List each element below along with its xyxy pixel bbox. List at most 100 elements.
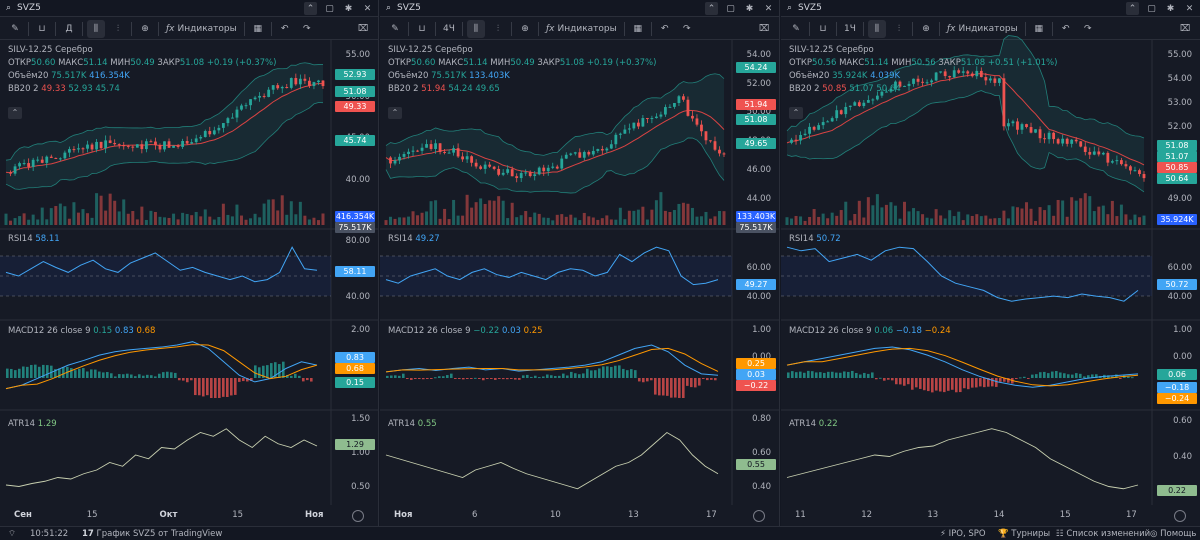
candle-body: [957, 70, 961, 73]
macd-histogram-bar: [202, 378, 205, 397]
settings-icon[interactable]: ✱: [344, 3, 353, 14]
volume-bar: [569, 214, 573, 225]
macd-histogram-bar: [590, 370, 593, 378]
volume-bar: [668, 212, 672, 225]
chart-canvas[interactable]: [380, 0, 780, 505]
layout-grid-icon[interactable]: ▦: [253, 23, 262, 34]
axis-settings-icon[interactable]: [352, 510, 364, 522]
collapse-legend-button[interactable]: ⌃: [8, 107, 22, 119]
chart-type-icon[interactable]: ⫶: [496, 23, 500, 34]
symbol-label[interactable]: SVZ5: [17, 3, 41, 13]
macd-histogram-bar: [1119, 378, 1122, 379]
redo-icon[interactable]: ↷: [1083, 23, 1092, 34]
layout-grid-icon[interactable]: ▦: [1034, 23, 1043, 34]
camera-icon[interactable]: ⌧: [758, 23, 770, 34]
volume-bar: [31, 214, 35, 225]
cart-icon[interactable]: ⊔: [418, 23, 426, 34]
draw-pencil-icon[interactable]: ✎: [391, 23, 399, 34]
changelog-link[interactable]: ☷ Список изменений: [1056, 529, 1151, 539]
macd-histogram-bar: [530, 376, 533, 378]
search-icon[interactable]: ⌕: [6, 3, 12, 13]
cart-icon[interactable]: ⊔: [819, 23, 827, 34]
volume-bar: [871, 205, 875, 225]
time-axis[interactable]: 11 12 13 14 15 17: [781, 505, 1200, 525]
redo-icon[interactable]: ↷: [302, 23, 311, 34]
candles-icon[interactable]: ⫼: [868, 19, 886, 38]
camera-icon[interactable]: ⌧: [357, 23, 369, 34]
symbol-label[interactable]: SVZ5: [397, 3, 421, 13]
draw-pencil-icon[interactable]: ✎: [792, 23, 800, 34]
chart-canvas[interactable]: [0, 0, 379, 505]
macd-histogram-bar: [847, 371, 850, 378]
indicators-button[interactable]: ƒx Индикаторы: [166, 23, 237, 34]
close-icon[interactable]: ✕: [363, 3, 372, 14]
close-icon[interactable]: ✕: [764, 3, 773, 14]
axis-settings-icon[interactable]: [1174, 510, 1186, 522]
candle-body: [317, 80, 320, 83]
macd-histogram-bar: [286, 374, 289, 378]
macd-histogram-bar: [134, 376, 137, 378]
collapse-icon[interactable]: ⌃: [705, 2, 718, 15]
candles-icon[interactable]: ⫼: [87, 19, 105, 38]
add-compare-icon[interactable]: ⊕: [922, 23, 930, 34]
layout-grid-icon[interactable]: ▦: [633, 23, 642, 34]
help-link[interactable]: ◎ Помощь: [1150, 529, 1197, 539]
chart-type-icon[interactable]: ⫶: [897, 23, 901, 34]
indicators-button[interactable]: ƒx Индикаторы: [947, 23, 1018, 34]
price-axis[interactable]: 55.0050.0045.0040.0035.0052.9351.0849.33…: [332, 0, 378, 505]
maximize-icon[interactable]: ▢: [726, 3, 735, 14]
collapse-legend-button[interactable]: ⌃: [789, 107, 803, 119]
macd-tick: 2.00: [351, 325, 370, 335]
price-axis[interactable]: 54.0052.0050.0048.0046.0044.0054.2451.94…: [733, 0, 779, 505]
undo-icon[interactable]: ↶: [660, 23, 669, 34]
chart-canvas[interactable]: [781, 0, 1200, 505]
draw-pencil-icon[interactable]: ✎: [11, 23, 19, 34]
tradingview-link[interactable]: 17 График SVZ5 от TradingView: [82, 529, 223, 539]
time-axis[interactable]: Ноя 6 10 13 17: [380, 505, 779, 525]
interval-button[interactable]: 4Ч: [443, 23, 455, 34]
volume-bar: [519, 215, 523, 225]
volume-bar: [262, 203, 266, 225]
camera-icon[interactable]: ⌧: [1179, 23, 1191, 34]
indicators-button[interactable]: ƒx Индикаторы: [546, 23, 617, 34]
undo-icon[interactable]: ↶: [1061, 23, 1070, 34]
collapse-icon[interactable]: ⌃: [1126, 2, 1139, 15]
chart-type-icon[interactable]: ⫶: [116, 23, 120, 34]
candle-body: [709, 140, 712, 142]
price-axis[interactable]: 55.0054.0053.0052.0051.0050.0049.0051.08…: [1154, 0, 1200, 505]
close-icon[interactable]: ✕: [1185, 3, 1194, 14]
candle-body: [578, 152, 582, 158]
chart-panel-1: ⌕ SVZ5 ⌃ ▢ ✱ ✕ ✎ ⊔ Д ⫼ ⫶ ⊕ ƒx Индикаторы ▦ ↶ ↷ ⌧ SILV-12.2…: [0, 0, 379, 526]
symbol-label[interactable]: SVZ5: [798, 3, 822, 13]
volume-bar: [902, 201, 906, 225]
bollinger-lower-line: [786, 90, 1145, 193]
settings-icon[interactable]: ✱: [745, 3, 754, 14]
candle-body: [27, 163, 31, 167]
macd-legend: MACD12 26 close 9 −0.22 0.03 0.25: [388, 326, 543, 336]
volume-bar: [515, 217, 519, 225]
collapse-legend-button[interactable]: ⌃: [388, 107, 402, 119]
redo-icon[interactable]: ↷: [682, 23, 691, 34]
search-icon[interactable]: ⌕: [787, 3, 793, 13]
axis-settings-icon[interactable]: [753, 510, 765, 522]
macd-histogram-bar: [506, 378, 509, 380]
macd-histogram-bar: [470, 378, 473, 379]
volume-bar: [713, 216, 717, 225]
tournaments-link[interactable]: 🏆 Турниры: [998, 529, 1051, 539]
maximize-icon[interactable]: ▢: [325, 3, 334, 14]
undo-icon[interactable]: ↶: [280, 23, 289, 34]
candles-icon[interactable]: ⫼: [467, 19, 485, 38]
candle-body: [267, 89, 271, 97]
time-axis[interactable]: Сен 15 Окт 15 Ноя: [0, 505, 378, 525]
volume-bar: [456, 215, 460, 225]
add-compare-icon[interactable]: ⊕: [521, 23, 529, 34]
settings-icon[interactable]: ✱: [1166, 3, 1175, 14]
interval-button[interactable]: Д: [65, 23, 73, 34]
search-icon[interactable]: ⌕: [386, 3, 392, 13]
maximize-icon[interactable]: ▢: [1147, 3, 1156, 14]
add-compare-icon[interactable]: ⊕: [141, 23, 149, 34]
collapse-icon[interactable]: ⌃: [304, 2, 317, 15]
ipo-link[interactable]: ⚡ IPO, SPO: [940, 529, 986, 539]
interval-button[interactable]: 1Ч: [844, 23, 856, 34]
cart-icon[interactable]: ⊔: [38, 23, 46, 34]
